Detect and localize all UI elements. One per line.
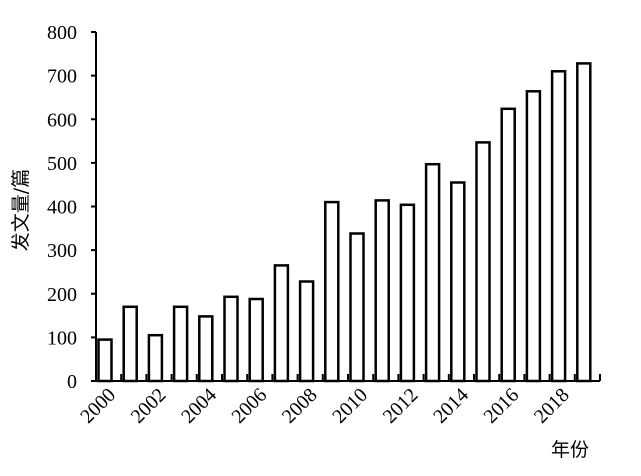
x-tick-label: 2004 xyxy=(177,384,221,428)
axes-group xyxy=(95,32,600,382)
x-axis-title: 年份 xyxy=(551,439,589,461)
y-tick-label: 600 xyxy=(47,109,77,131)
bar xyxy=(424,162,441,383)
bar xyxy=(198,315,214,383)
y-tick-label: 200 xyxy=(47,284,77,306)
x-tick-label: 2012 xyxy=(379,384,423,428)
y-tick-label: 500 xyxy=(47,153,77,175)
y-axis-title: 发文量/篇 xyxy=(10,169,32,251)
x-tick-label: 2006 xyxy=(227,384,271,428)
y-ticks-group: 0 100 200 300 400 500 600 700 800 xyxy=(47,22,96,393)
bar xyxy=(273,264,290,383)
x-tick-label: 2002 xyxy=(127,384,171,428)
y-tick-label: 300 xyxy=(47,240,77,262)
x-tick-label: 2008 xyxy=(278,384,322,428)
bar xyxy=(147,333,164,383)
y-tick-label: 100 xyxy=(47,327,77,349)
bar xyxy=(500,107,516,383)
bar xyxy=(172,305,189,383)
x-tick-label: 2010 xyxy=(328,384,372,428)
bars-group xyxy=(97,62,592,383)
bar xyxy=(475,141,491,383)
bar xyxy=(450,181,466,383)
y-tick-label: 800 xyxy=(47,22,77,44)
bar xyxy=(576,62,592,383)
bar xyxy=(97,338,113,383)
bar xyxy=(349,232,365,383)
x-tick-label: 2000 xyxy=(76,384,120,428)
y-tick-label: 700 xyxy=(47,66,77,88)
y-tick-label: 400 xyxy=(47,197,77,219)
bar xyxy=(248,297,264,383)
bar xyxy=(298,280,315,383)
bar xyxy=(399,203,416,383)
x-tick-label: 2016 xyxy=(479,384,523,428)
bar xyxy=(550,70,567,383)
y-tick-label: 0 xyxy=(67,371,77,393)
bar xyxy=(324,200,340,383)
x-tick-label: 2018 xyxy=(530,384,574,428)
bar xyxy=(374,199,390,383)
x-tick-label: 2014 xyxy=(429,384,473,428)
bar xyxy=(122,305,138,383)
bar xyxy=(525,90,542,383)
bar xyxy=(223,295,239,383)
